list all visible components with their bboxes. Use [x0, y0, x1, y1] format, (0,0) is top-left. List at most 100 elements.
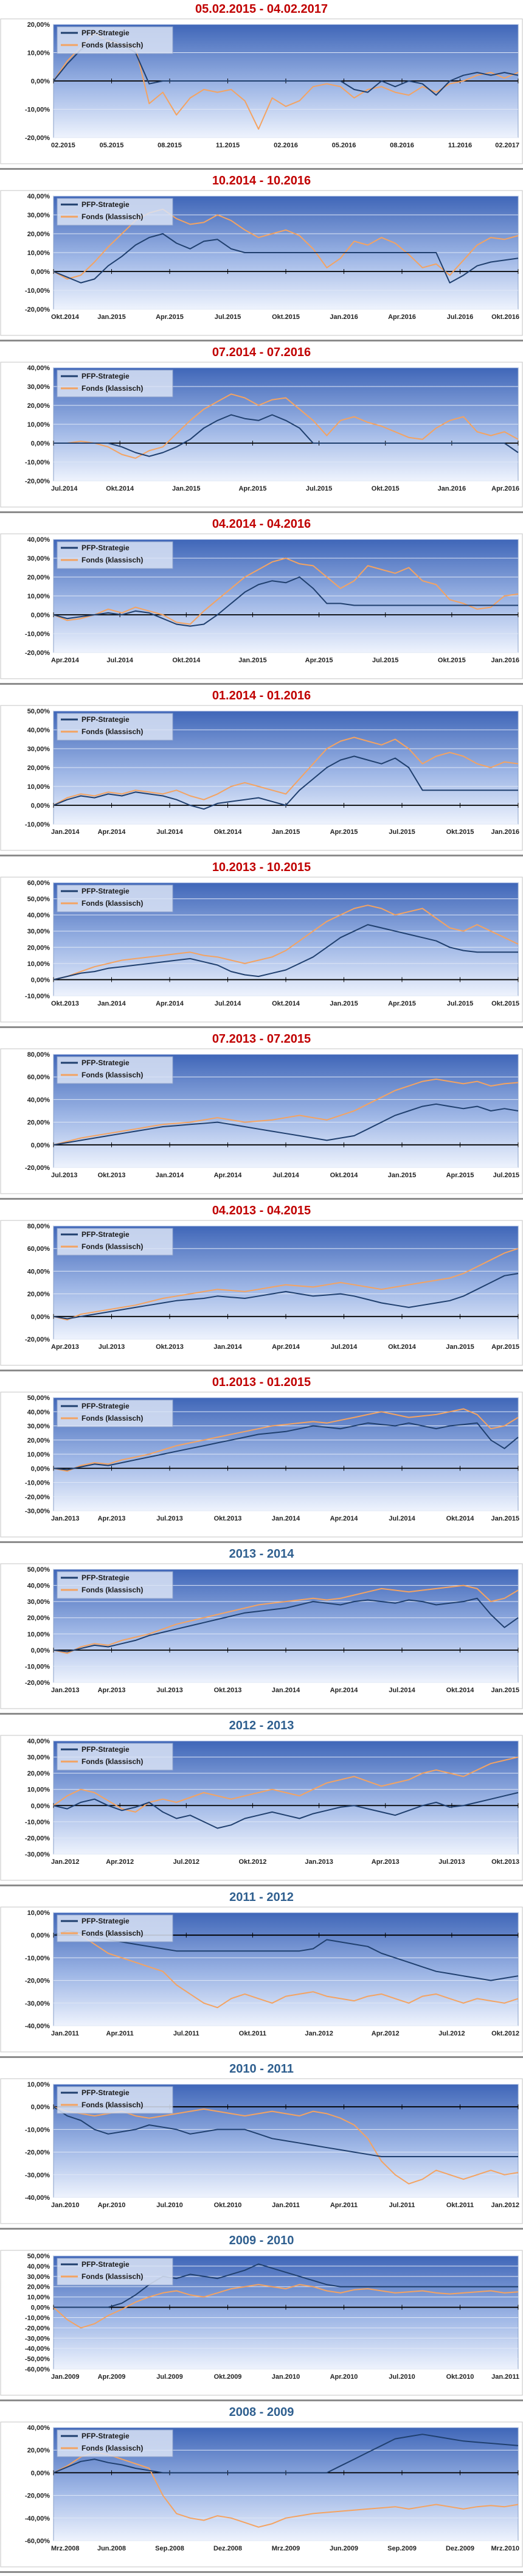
y-tick-label: 0,00% — [31, 802, 50, 810]
y-tick-label: 20,00% — [27, 944, 50, 951]
x-tick-label: Jul.2015 — [493, 1172, 519, 1179]
x-tick-label: Okt.2013 — [214, 1515, 242, 1522]
line-chart: 50,00% 40,00% 30,00% 20,00% 10,00% 0,00% -10,0… — [0, 2250, 523, 2396]
line-chart: 40,00%20,00%0,00%-20,00%-40,00%-60,00%Mr… — [0, 2421, 523, 2567]
legend-label: Fonds (klassisch) — [81, 1757, 143, 1766]
y-tick-label: 0,00% — [31, 78, 50, 85]
x-tick-label: Okt.2015 — [372, 485, 400, 492]
x-tick-label: Okt.2013 — [51, 1000, 79, 1007]
y-tick-label: 10,00% — [27, 2294, 50, 2301]
x-tick-label: Apr.2012 — [372, 2030, 400, 2037]
panel-separator — [0, 168, 523, 170]
legend-box — [57, 1914, 173, 1942]
x-tick-label: Jan.2011 — [51, 2030, 79, 2037]
y-tick-label: 20,00% — [27, 1119, 50, 1127]
x-tick-label: Okt.2014 — [106, 485, 134, 492]
x-tick-label: Okt.2014 — [172, 657, 201, 664]
legend: PFP-Strategie Fonds (klassisch) — [57, 2258, 173, 2286]
y-tick-label: 0,00% — [31, 1465, 50, 1472]
y-tick-label: 0,00% — [31, 440, 50, 447]
x-tick-label: Apr.2014 — [156, 1000, 184, 1007]
panel-separator — [0, 2571, 523, 2573]
line-chart: 50,00% 40,00% 30,00% 20,00% 10,00% 0,00% -10,0… — [0, 1563, 523, 1709]
x-tick-label: Jan.2009 — [51, 2373, 79, 2381]
y-tick-label: 10,00% — [27, 1631, 50, 1638]
x-tick-label: Jan.2012 — [305, 2030, 333, 2037]
y-tick-label: -10,00% — [25, 1955, 50, 1962]
x-tick-label: Apr.2013 — [372, 1858, 400, 1866]
x-tick-label: Jan.2013 — [51, 1687, 79, 1694]
y-tick-label: 20,00% — [27, 2284, 50, 2291]
y-tick-label: 20,00% — [27, 402, 50, 410]
legend: PFP-Strategie Fonds (klassisch) — [57, 198, 173, 226]
y-tick-label: 20,00% — [27, 574, 50, 581]
legend-label: Fonds (klassisch) — [81, 2444, 143, 2452]
y-tick-label: 0,00% — [31, 2469, 50, 2477]
x-tick-label: Apr.2011 — [330, 2202, 358, 2209]
y-tick-label: 10,00% — [27, 421, 50, 429]
x-tick-label: Okt.2011 — [446, 2202, 474, 2209]
y-tick-label: -10,00% — [25, 459, 50, 466]
y-tick-label: 10,00% — [27, 1787, 50, 1794]
y-tick-label: -20,00% — [25, 2325, 50, 2332]
legend-label: Fonds (klassisch) — [81, 2272, 143, 2281]
panel-separator — [0, 340, 523, 341]
legend-label: Fonds (klassisch) — [81, 384, 143, 393]
legend-box — [57, 369, 173, 397]
legend-label: Fonds (klassisch) — [81, 1242, 143, 1251]
x-tick-label: Jul.2010 — [389, 2373, 415, 2381]
x-tick-label: Okt.2010 — [446, 2373, 474, 2381]
line-chart: 10,00%0,00%-10,00%-20,00%-30,00%-40,00%J… — [0, 1906, 523, 2053]
legend-label: Fonds (klassisch) — [81, 1586, 143, 1594]
y-tick-label: -10,00% — [25, 1480, 50, 1487]
line-chart: 40,00% 30,00% 20,00% 10,00% 0,00% -10,00% -20,… — [0, 190, 523, 336]
x-tick-label: Okt.2014 — [51, 313, 80, 321]
chart-title: 10.2013 - 10.2015 — [212, 861, 311, 874]
legend-box — [57, 2086, 173, 2114]
legend-box — [57, 1056, 173, 1084]
panel-separator — [0, 1370, 523, 1371]
chart-panel: 2012 - 2013 40,00% 30,00% 20,00% 10,00% 0,00%… — [0, 1717, 523, 1888]
line-chart: 20,00% 10,00% 0,00% -10,00% -20,00%02.2015 05… — [0, 18, 523, 164]
x-tick-label: Apr.2014 — [272, 1343, 300, 1351]
legend-label: Fonds (klassisch) — [81, 41, 143, 49]
legend-label: PFP-Strategie — [81, 200, 130, 209]
series-line-pfp-strategie — [53, 1597, 519, 1653]
legend-box — [57, 884, 173, 912]
series-line-fonds-klassisch — [53, 905, 519, 981]
legend-label: PFP-Strategie — [81, 1230, 130, 1239]
y-tick-label: -60,00% — [25, 2366, 50, 2373]
y-tick-label: 0,00% — [31, 1802, 50, 1810]
x-tick-label: Jan.2015 — [272, 828, 300, 836]
series-line-fonds-klassisch — [53, 2284, 519, 2329]
x-tick-label: Jan.2015 — [330, 1000, 358, 1007]
chart-title: 05.02.2015 - 04.02.2017 — [195, 2, 328, 16]
y-tick-label: 20,00% — [27, 765, 50, 772]
y-tick-label: 10,00% — [27, 593, 50, 600]
y-tick-label: 20,00% — [27, 1615, 50, 1622]
line-chart: 50,00% 40,00% 30,00% 20,00% 10,00% 0,00% -10,0… — [0, 1391, 523, 1538]
chart-panel: 2008 - 2009 40,00% 20,00% 0,00% -20,00% -40,0… — [0, 2403, 523, 2575]
x-tick-label: Apr.2014 — [98, 828, 126, 836]
chart-title: 2012 - 2013 — [229, 1719, 294, 1732]
legend-box — [57, 198, 173, 226]
y-tick-label: 50,00% — [27, 1566, 50, 1573]
x-tick-label: Apr.2011 — [106, 2030, 134, 2037]
y-tick-label: -30,00% — [25, 2335, 50, 2342]
x-tick-label: Jul.2014 — [51, 485, 78, 492]
y-tick-label: -40,00% — [25, 2194, 50, 2202]
y-tick-label: 60,00% — [27, 1074, 50, 1081]
chart-panel: 01.2013 - 01.2015 50,00% 40,00% 30,00% 20,00… — [0, 1373, 523, 1545]
x-tick-label: Apr.2013 — [98, 1687, 126, 1694]
legend: PFP-Strategie Fonds (klassisch) — [57, 1914, 173, 1942]
x-tick-label: Okt.2010 — [214, 2202, 242, 2209]
y-tick-label: -20,00% — [25, 1494, 50, 1501]
legend: PFP-Strategie Fonds (klassisch) — [57, 369, 173, 397]
legend: PFP-Strategie Fonds (klassisch) — [57, 1056, 173, 1084]
x-tick-label: Sep.2008 — [155, 2545, 184, 2552]
x-tick-label: Jan.2016 — [491, 657, 519, 664]
legend: PFP-Strategie Fonds (klassisch) — [57, 884, 173, 912]
y-tick-label: -30,00% — [25, 2000, 50, 2007]
y-tick-label: 10,00% — [27, 2081, 50, 2088]
